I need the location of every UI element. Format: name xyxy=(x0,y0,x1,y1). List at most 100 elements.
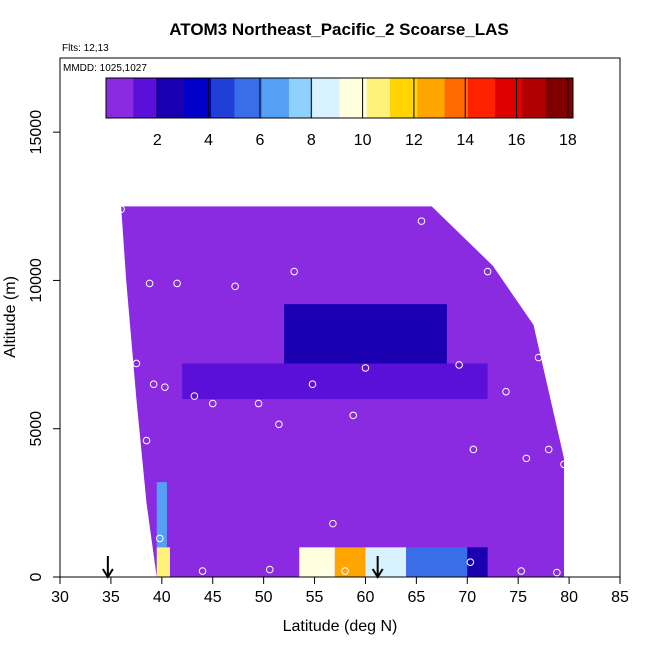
sample-point xyxy=(320,567,329,575)
sample-point xyxy=(265,565,274,574)
heat-cell xyxy=(406,547,468,577)
colorbar-segment xyxy=(464,78,469,118)
sample-point xyxy=(190,392,199,400)
colorbar-tick-label: 8 xyxy=(307,132,316,149)
colorbar-segment xyxy=(296,78,302,118)
sample-point xyxy=(145,279,154,288)
colorbar-segment xyxy=(176,78,181,118)
colorbar-segment xyxy=(164,78,169,118)
sample-point xyxy=(502,387,510,396)
latitude-arrows xyxy=(102,556,384,579)
colorbar-tick-label: 2 xyxy=(153,132,162,149)
heat-cell xyxy=(182,363,488,400)
colorbar-segment xyxy=(195,78,200,118)
x-tick-label: 40 xyxy=(153,589,171,606)
colorbar-segment xyxy=(273,78,278,118)
y-axis-label: Altitude (m) xyxy=(2,276,19,358)
colorbar-segment xyxy=(327,78,333,118)
colorbar-segment xyxy=(374,78,379,118)
colorbar-segment xyxy=(109,78,115,118)
colorbar-segment xyxy=(413,78,418,118)
colorbar-segment xyxy=(207,78,212,118)
sample-point xyxy=(208,399,217,408)
colorbar-segment xyxy=(440,78,446,118)
colorbar-segment xyxy=(471,78,477,118)
colorbar-segment xyxy=(113,78,119,118)
colorbar-segment xyxy=(335,78,340,118)
sample-point xyxy=(161,383,169,391)
colorbar-segment xyxy=(518,78,523,118)
heat-cell xyxy=(467,547,488,577)
colorbar-segment xyxy=(432,78,438,118)
colorbar-segment xyxy=(355,78,360,118)
sample-point xyxy=(534,353,543,362)
heat-cell xyxy=(334,547,366,577)
sample-point xyxy=(329,519,337,528)
y-tick-label: 15000 xyxy=(28,110,45,155)
sample-point xyxy=(149,380,158,389)
colorbar-segment xyxy=(316,78,321,118)
y-axis: 0 5000 10000 15000 xyxy=(28,110,60,581)
colorbar-segment xyxy=(499,78,504,118)
colorbar-segment xyxy=(152,78,158,118)
heat-cell xyxy=(365,547,407,577)
colorbar-segment xyxy=(106,78,111,118)
x-axis-label: Latitude (deg N) xyxy=(283,618,398,635)
colorbar-segment xyxy=(226,78,232,118)
colorbar-segment xyxy=(491,78,496,118)
y-tick-label: 0 xyxy=(28,572,45,581)
colorbar-segment xyxy=(211,78,216,118)
x-tick-label: 60 xyxy=(357,589,375,606)
colorbar-segment xyxy=(362,78,368,118)
colorbar-segment xyxy=(382,78,387,118)
sample-point xyxy=(341,567,349,575)
colorbar-segment xyxy=(444,78,449,118)
colorbar-segment xyxy=(218,78,224,118)
sample-point xyxy=(155,534,164,543)
colorbar-segment xyxy=(179,78,185,118)
colorbar-segment xyxy=(448,78,453,118)
colorbar-segment xyxy=(409,78,414,118)
sample-point xyxy=(455,361,463,369)
colorbar-tick-label: 4 xyxy=(204,132,213,149)
colorbar-segment xyxy=(545,78,551,118)
colorbar-segment xyxy=(479,78,484,118)
sample-point xyxy=(173,279,181,288)
colorbar-segment xyxy=(541,78,547,118)
sample-point xyxy=(522,454,531,463)
heatmap-area xyxy=(121,206,564,577)
colorbar-segment xyxy=(125,78,130,118)
colorbar-segment xyxy=(502,78,508,118)
colorbar-segment xyxy=(148,78,154,118)
sample-point xyxy=(275,420,283,429)
sample-point xyxy=(483,267,492,276)
colorbar-segment xyxy=(249,78,255,118)
colorbar-segment xyxy=(483,78,488,118)
plot-frame xyxy=(59,57,621,578)
heat-cell xyxy=(314,316,417,355)
colorbar-segment xyxy=(530,78,535,118)
sample-point xyxy=(469,445,478,454)
sample-point xyxy=(142,436,151,445)
colorbar-segment xyxy=(393,78,399,118)
colorbar-segment xyxy=(312,78,317,118)
colorbar-segment xyxy=(323,78,329,118)
colorbar-segment xyxy=(129,78,134,118)
sample-point xyxy=(517,567,526,575)
x-tick-label: 70 xyxy=(458,589,476,606)
heat-cell xyxy=(156,547,170,577)
colorbar-tick-label: 10 xyxy=(354,132,372,149)
colorbar-segment xyxy=(308,78,313,118)
colorbar-segment xyxy=(569,78,574,118)
colorbar-segment xyxy=(133,78,138,118)
colorbar-segment xyxy=(292,78,298,118)
x-tick-label: 80 xyxy=(560,589,578,606)
sample-point xyxy=(308,380,317,389)
y-tick-label: 5000 xyxy=(28,411,45,447)
x-tick-label: 85 xyxy=(611,589,629,606)
colorbar-segment xyxy=(121,78,126,118)
x-axis: 30 35 40 45 50 55 60 65 70 75 80 85 xyxy=(51,577,629,606)
colorbar-segment xyxy=(452,78,457,118)
colorbar-segment xyxy=(549,78,555,118)
colorbar-segment xyxy=(285,78,290,118)
